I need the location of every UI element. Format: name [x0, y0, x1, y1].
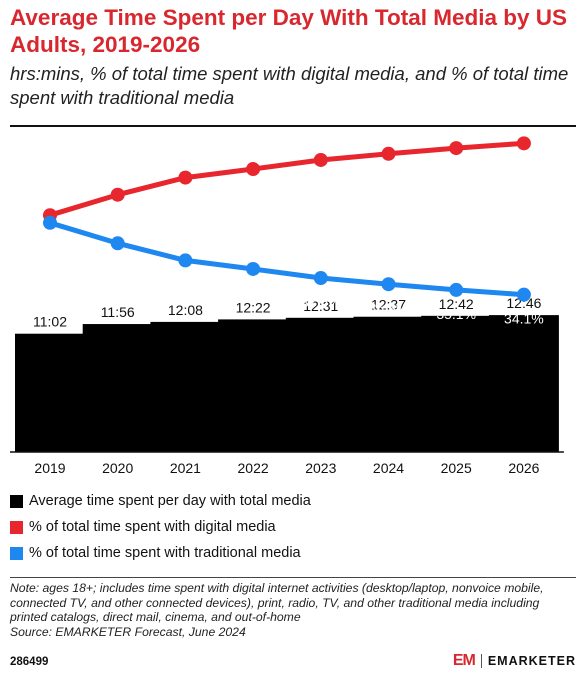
digital-point-2022 — [246, 162, 261, 177]
legend-swatch-black — [10, 494, 23, 508]
x-tick-2019: 2019 — [34, 460, 65, 476]
legend-label: % of total time spent with traditional m… — [29, 545, 301, 561]
legend-swatch-blue — [10, 546, 23, 560]
digital-point-2026 — [516, 136, 531, 151]
chart-subtitle: hrs:mins, % of total time spent with dig… — [10, 63, 569, 108]
traditional-point-2020 — [110, 236, 125, 251]
digital-label-2025: 64.9% — [436, 164, 476, 180]
traditional-point-2023 — [313, 271, 328, 286]
digital-label-2022: 60.5% — [233, 185, 273, 201]
brand-name: EMARKETER — [487, 654, 576, 668]
digital-label-2026: 65.9% — [504, 159, 544, 175]
traditional-line — [47, 220, 527, 298]
traditional-label-2023: 37.6% — [301, 294, 341, 310]
bar-label-2020: 11:56 — [101, 304, 135, 320]
bar-2019 — [15, 333, 85, 452]
x-tick-2025: 2025 — [441, 460, 472, 476]
brand-logo: EM EMARKETER — [453, 652, 576, 670]
legend-item-total-media: Average time spent per day with total me… — [10, 492, 311, 510]
digital-label-2020: 55.1% — [98, 211, 138, 227]
footer-divider — [10, 577, 576, 578]
chart-title: Average Time Spent per Day With Total Me… — [10, 5, 568, 57]
chart-id: 286499 — [10, 656, 49, 668]
traditional-label-2025: 35.1% — [436, 306, 476, 322]
point-labels-layer: 50.8% 55.1% 58.7% 60.5% 62.4% 63.7% 64.9% 65.9%… — [30, 159, 544, 326]
bar-2020 — [82, 324, 153, 452]
bar-2026 — [488, 315, 559, 452]
bar-label-2019: 11:02 — [33, 314, 67, 330]
traditional-label-2024: 36.3% — [369, 300, 409, 316]
bar-label-2025: 12:42 — [439, 296, 474, 312]
note-text: Note: ages 18+; includes time spent with… — [10, 581, 544, 624]
traditional-label-2022: 39.5% — [233, 285, 273, 301]
bar-2025 — [421, 315, 492, 452]
bar-2022 — [218, 319, 289, 452]
traditional-point-2022 — [246, 261, 261, 276]
bar-labels-layer: 11:02 11:56 12:08 12:22 12:31 12:37 12:42 12:46 — [33, 295, 542, 330]
traditional-label-2026: 34.1% — [504, 311, 544, 327]
bar-label-2024: 12:37 — [371, 297, 406, 313]
x-tick-2024: 2024 — [373, 460, 404, 476]
source-text: Source: EMARKETER Forecast, June 2024 — [10, 624, 246, 639]
bar-2023 — [285, 317, 356, 452]
legend-item-digital-media: % of total time spent with digital media — [10, 518, 276, 536]
x-tick-2022: 2022 — [238, 460, 269, 476]
traditional-point-2026 — [516, 287, 531, 302]
digital-label-2019: 50.8% — [30, 181, 70, 197]
bar-label-2022: 12:22 — [236, 299, 271, 315]
combo-chart: 11:02 11:56 12:08 12:22 12:31 12:37 12:42 12:46… — [10, 136, 564, 476]
traditional-point-2019 — [43, 215, 57, 230]
lines-layer — [43, 136, 531, 302]
digital-point-2024 — [381, 146, 396, 161]
traditional-label-2020: 44.9% — [98, 259, 138, 275]
digital-point-2020 — [110, 187, 125, 202]
digital-label-2024: 63.7% — [369, 170, 409, 186]
traditional-point-2025 — [449, 282, 464, 297]
digital-label-2021: 58.7% — [166, 194, 206, 210]
bar-2021 — [150, 321, 221, 452]
digital-label-2023: 62.4% — [301, 176, 341, 192]
legend-label: % of total time spent with digital media — [29, 519, 276, 535]
brand-separator — [480, 654, 482, 668]
top-divider — [10, 125, 576, 127]
x-tick-2021: 2021 — [170, 460, 201, 476]
bars-layer — [15, 315, 559, 452]
digital-point-2021 — [178, 170, 193, 185]
footnote: Note: ages 18+; includes time spent with… — [10, 581, 576, 639]
x-tick-2023: 2023 — [305, 460, 336, 476]
bar-label-2023: 12:31 — [303, 298, 338, 314]
bar-label-2026: 12:46 — [506, 295, 541, 311]
emarketer-logo-mark: EM — [452, 652, 476, 669]
traditional-label-2021: 41.3% — [166, 276, 206, 292]
traditional-point-2024 — [381, 277, 396, 292]
x-tick-labels: 2019 2020 2021 2022 2023 2024 2025 2026 — [34, 460, 539, 476]
legend-label: Average time spent per day with total me… — [29, 493, 311, 509]
digital-line — [47, 140, 527, 218]
bar-label-2021: 12:08 — [168, 302, 203, 318]
legend-swatch-red — [10, 520, 23, 534]
x-tick-2020: 2020 — [102, 460, 133, 476]
digital-point-2025 — [449, 141, 464, 156]
bar-2024 — [353, 316, 424, 452]
legend-item-traditional-media: % of total time spent with traditional m… — [10, 544, 301, 562]
traditional-label-2019: 49.2% — [30, 241, 70, 257]
x-tick-2026: 2026 — [508, 460, 539, 476]
digital-point-2023 — [313, 152, 328, 167]
traditional-point-2021 — [178, 253, 193, 268]
